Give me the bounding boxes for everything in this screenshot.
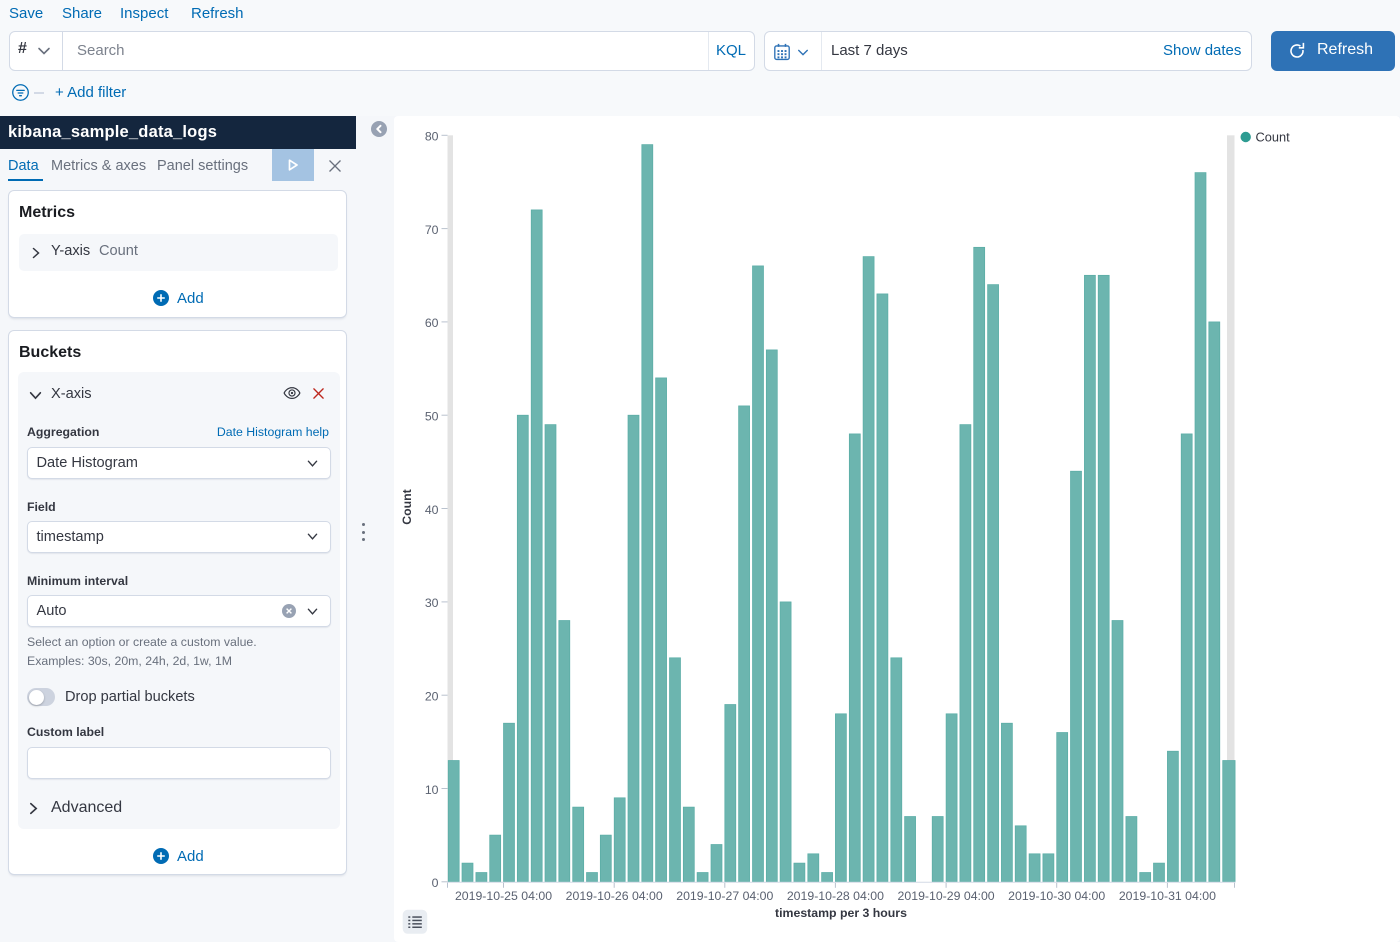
svg-text:2019-10-31 04:00: 2019-10-31 04:00 [1119, 889, 1216, 903]
svg-text:0: 0 [432, 876, 439, 890]
svg-text:Count: Count [400, 489, 414, 525]
svg-text:2019-10-25 04:00: 2019-10-25 04:00 [455, 889, 552, 903]
svg-text:70: 70 [425, 223, 439, 237]
svg-text:10: 10 [425, 783, 439, 797]
svg-text:20: 20 [425, 690, 439, 704]
svg-text:50: 50 [425, 410, 439, 424]
svg-text:80: 80 [425, 130, 439, 144]
svg-text:40: 40 [425, 503, 439, 517]
svg-text:30: 30 [425, 596, 439, 610]
svg-text:2019-10-29 04:00: 2019-10-29 04:00 [898, 889, 995, 903]
svg-text:2019-10-27 04:00: 2019-10-27 04:00 [676, 889, 773, 903]
svg-text:2019-10-28 04:00: 2019-10-28 04:00 [787, 889, 884, 903]
svg-text:timestamp per 3 hours: timestamp per 3 hours [775, 906, 907, 920]
svg-text:60: 60 [425, 316, 439, 330]
svg-text:2019-10-30 04:00: 2019-10-30 04:00 [1008, 889, 1105, 903]
svg-text:Count: Count [1256, 130, 1291, 145]
svg-text:2019-10-26 04:00: 2019-10-26 04:00 [566, 889, 663, 903]
